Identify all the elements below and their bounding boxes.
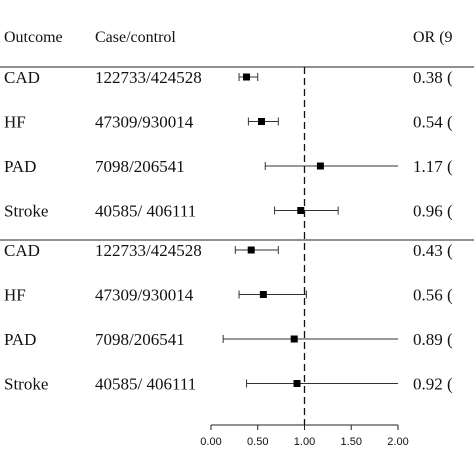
header-case-control: Case/control xyxy=(95,29,176,46)
point-estimate xyxy=(243,73,251,81)
or-value-label: 1.17 ( xyxy=(413,157,453,176)
or-value-label: 0.54 ( xyxy=(413,113,453,132)
forest-row: CAD 122733/424528 0.38 ( xyxy=(4,68,453,87)
point-estimate xyxy=(247,246,255,254)
forest-row: PAD 7098/206541 1.17 ( xyxy=(4,157,453,176)
point-estimate xyxy=(297,207,305,214)
point-estimate xyxy=(293,380,301,387)
case-control-label: 40585/ 406111 xyxy=(95,202,196,221)
x-tick-label: 0.50 xyxy=(247,436,268,448)
outcome-label: PAD xyxy=(4,330,36,349)
forest-row: Stroke 40585/ 406111 0.96 ( xyxy=(4,202,453,221)
case-control-label: 122733/424528 xyxy=(95,241,202,260)
outcome-label: HF xyxy=(4,113,26,132)
x-tick-label: 2.00 xyxy=(387,436,408,448)
outcome-label: Stroke xyxy=(4,202,48,221)
forest-row: PAD 7098/206541 0.89 ( xyxy=(4,330,453,349)
outcome-label: Stroke xyxy=(4,375,48,394)
case-control-label: 47309/930014 xyxy=(95,286,194,305)
header-outcome: Outcome xyxy=(4,29,63,46)
or-value-label: 0.43 ( xyxy=(413,241,453,260)
or-value-label: 0.89 ( xyxy=(413,330,453,349)
outcome-label: HF xyxy=(4,286,26,305)
x-tick-label: 1.50 xyxy=(341,436,362,448)
x-tick-label: 0.00 xyxy=(200,436,221,448)
point-estimate xyxy=(316,162,324,170)
forest-row: HF 47309/930014 0.54 ( xyxy=(4,113,453,132)
or-value-label: 0.92 ( xyxy=(413,375,453,394)
case-control-label: 7098/206541 xyxy=(95,157,185,176)
case-control-label: 40585/ 406111 xyxy=(95,375,196,394)
header-or: OR (9 xyxy=(413,29,453,46)
case-control-label: 122733/424528 xyxy=(95,68,202,87)
point-estimate xyxy=(257,118,265,125)
point-estimate xyxy=(259,291,267,298)
forest-row: HF 47309/930014 0.56 ( xyxy=(4,286,453,305)
x-tick-label: 1.00 xyxy=(294,436,315,448)
forest-row: Stroke 40585/ 406111 0.92 ( xyxy=(4,375,453,394)
case-control-label: 47309/930014 xyxy=(95,113,194,132)
or-value-label: 0.56 ( xyxy=(413,286,453,305)
point-estimate xyxy=(290,335,298,343)
outcome-label: CAD xyxy=(4,241,40,260)
forest-row: CAD 122733/424528 0.43 ( xyxy=(4,241,453,260)
case-control-label: 7098/206541 xyxy=(95,330,185,349)
or-value-label: 0.96 ( xyxy=(413,202,453,221)
or-value-label: 0.38 ( xyxy=(413,68,453,87)
outcome-label: PAD xyxy=(4,157,36,176)
outcome-label: CAD xyxy=(4,68,40,87)
